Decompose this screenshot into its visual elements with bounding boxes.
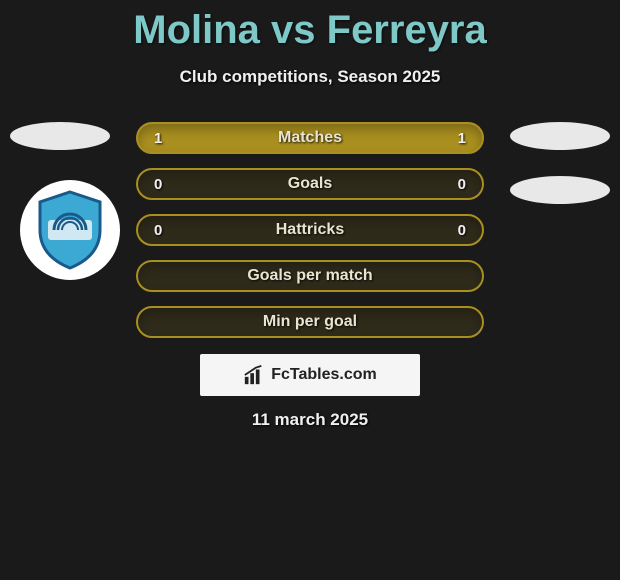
bar-chart-icon — [243, 364, 265, 386]
stat-row-min-per-goal: Min per goal — [136, 306, 484, 338]
stat-label: Goals per match — [154, 267, 466, 285]
player-left-pill-1 — [10, 122, 110, 150]
subtitle: Club competitions, Season 2025 — [0, 67, 620, 87]
stat-right-value: 0 — [446, 222, 466, 239]
stat-right-value: 1 — [446, 130, 466, 147]
shield-icon — [34, 190, 106, 270]
stats-container: 1 Matches 1 0 Goals 0 0 Hattricks 0 Goal… — [136, 122, 484, 352]
player-right-pill-2 — [510, 176, 610, 204]
stat-row-goals-per-match: Goals per match — [136, 260, 484, 292]
stat-label: Hattricks — [174, 221, 446, 239]
stat-left-value: 0 — [154, 222, 174, 239]
stat-row-goals: 0 Goals 0 — [136, 168, 484, 200]
attribution-badge: FcTables.com — [200, 354, 420, 396]
stat-left-value: 0 — [154, 176, 174, 193]
stat-right-value: 0 — [446, 176, 466, 193]
stat-row-matches: 1 Matches 1 — [136, 122, 484, 154]
page-title: Molina vs Ferreyra — [0, 0, 620, 53]
attribution-text: FcTables.com — [271, 366, 377, 384]
stat-row-hattricks: 0 Hattricks 0 — [136, 214, 484, 246]
player-right-pill-1 — [510, 122, 610, 150]
stat-label: Min per goal — [154, 313, 466, 331]
club-badge — [20, 180, 120, 280]
stat-label: Matches — [174, 129, 446, 147]
stat-label: Goals — [174, 175, 446, 193]
stat-left-value: 1 — [154, 130, 174, 147]
date-label: 11 march 2025 — [0, 410, 620, 430]
